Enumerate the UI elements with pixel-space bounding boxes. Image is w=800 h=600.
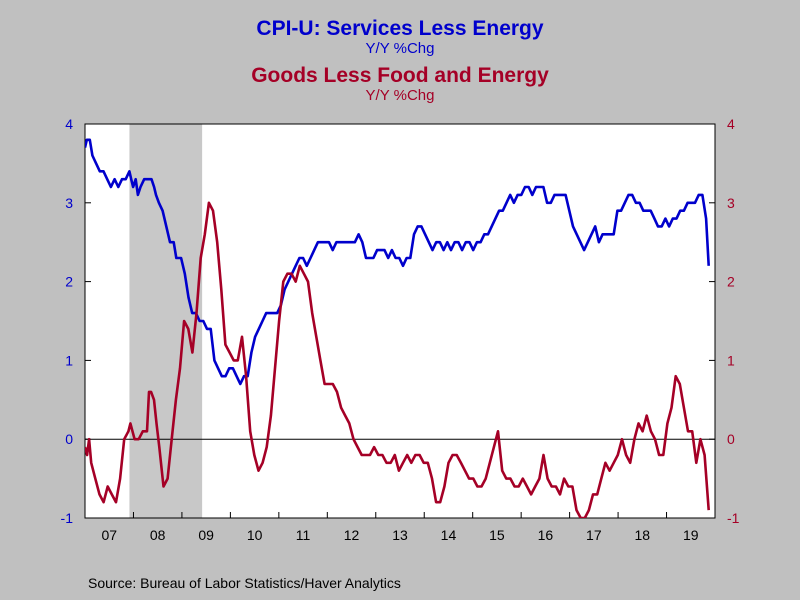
left-axis-tick-label: -1 [61,510,74,526]
x-axis-tick-label: 13 [392,527,408,543]
services-line [85,138,710,386]
left-axis-tick-label: 0 [65,431,73,447]
x-axis-tick-label: 18 [635,527,651,543]
chart-subtitle: Y/Y %Chg [365,40,435,57]
right-axis-tick-label: -1 [727,510,740,526]
x-axis-tick-label: 19 [683,527,699,543]
recession-band [129,124,203,518]
chart-title-2: Goods Less Food and Energy [251,64,549,87]
chart-subtitle-2: Y/Y %Chg [365,87,435,104]
right-axis-tick-label: 1 [727,352,735,368]
right-axis-tick-label: 2 [727,274,735,290]
x-axis-tick-label: 17 [586,527,602,543]
left-axis-tick-label: 4 [65,116,73,132]
chart-title: CPI-U: Services Less Energy [256,17,544,40]
x-axis-tick-label: 11 [296,527,311,543]
x-axis-tick-label: 16 [538,527,554,543]
left-axis-tick-label: 2 [65,274,73,290]
x-axis-tick-label: 12 [344,527,360,543]
plot-frame [84,123,716,519]
right-axis-tick-label: 0 [727,431,735,447]
x-axis-tick-label: 14 [441,527,457,543]
source-note: Source: Bureau of Labor Statistics/Haver… [88,575,401,591]
x-axis-tick-label: 09 [198,527,214,543]
left-axis-tick-label: 3 [65,195,73,211]
right-axis-tick-label: 3 [727,195,735,211]
x-axis-tick-label: 08 [150,527,166,543]
x-axis-tick-label: 10 [247,527,263,543]
goods-line [85,201,710,518]
x-axis-tick-label: 07 [101,527,117,543]
x-axis-tick-label: 15 [489,527,505,543]
right-axis-tick-label: 4 [727,116,735,132]
left-axis-tick-label: 1 [65,352,73,368]
